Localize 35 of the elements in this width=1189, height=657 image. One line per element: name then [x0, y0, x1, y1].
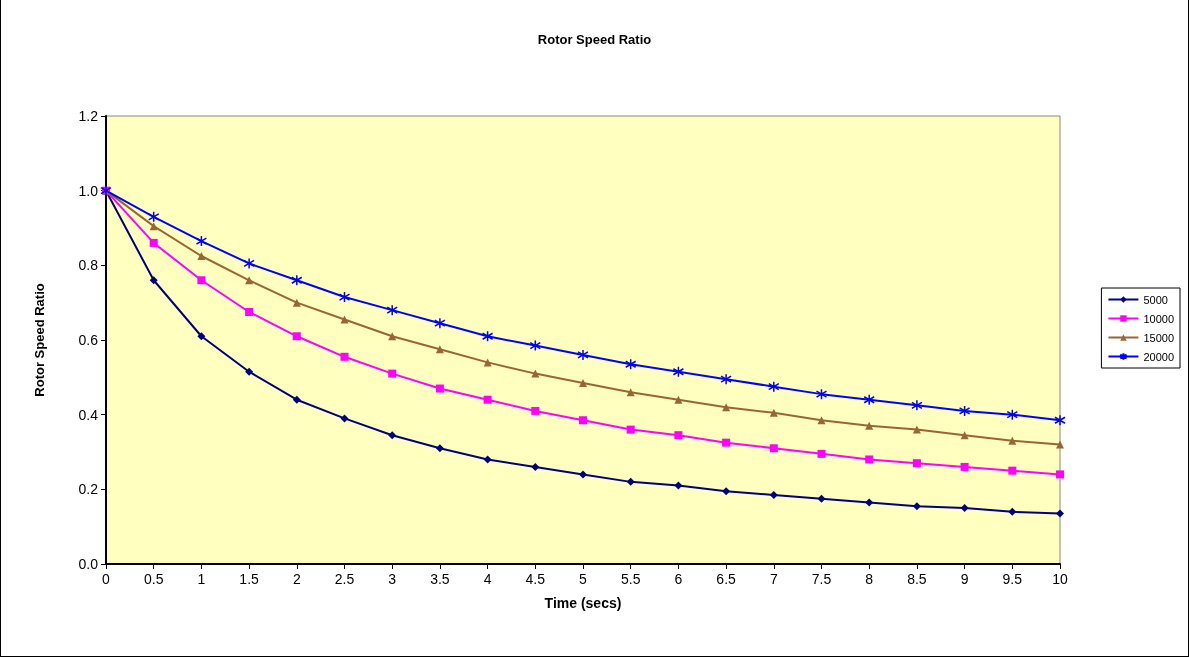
x-tick-label: 7 [769, 571, 778, 587]
y-tick-label: 0.6 [78, 332, 99, 348]
x-tick-label: 1.5 [239, 571, 260, 587]
x-tick-label: 5.5 [620, 571, 641, 587]
x-tick-label: 8.5 [907, 571, 927, 587]
x-tick-label: 4.5 [525, 571, 546, 587]
y-tick-label: 1.2 [78, 108, 99, 124]
x-tick-label: 4 [483, 571, 492, 587]
x-tick-label: 0.5 [143, 571, 164, 587]
x-tick-label: 2 [292, 571, 301, 587]
x-tick-label: 8 [865, 571, 874, 587]
y-tick-label: 0.2 [78, 481, 99, 498]
legend-label: 20000 [1143, 350, 1175, 363]
legend-label: 15000 [1143, 331, 1175, 344]
legend-label: 10000 [1143, 312, 1175, 325]
x-tick-label: 10 [1052, 571, 1068, 587]
x-tick-label: 1 [197, 571, 206, 587]
x-tick-label: 2.5 [334, 571, 355, 587]
x-tick-label: 9 [960, 571, 969, 587]
y-tick-label: 1.0 [78, 182, 99, 199]
y-tick-label: 0.0 [78, 556, 99, 572]
x-tick-label: 0 [102, 571, 111, 587]
x-tick-label: 3 [388, 571, 397, 587]
y-tick-label: 0.8 [78, 257, 99, 274]
y-axis-title: Rotor Speed Ratio [32, 283, 47, 397]
x-axis-title: Time (secs) [544, 595, 622, 611]
chart-title: Rotor Speed Ratio [537, 32, 652, 47]
x-tick-label: 6.5 [716, 571, 737, 587]
y-tick-label: 0.4 [78, 406, 99, 423]
x-tick-label: 5 [579, 571, 588, 587]
x-tick-label: 9.5 [1002, 571, 1023, 587]
x-tick-label: 6 [674, 571, 683, 587]
legend-label: 5000 [1143, 293, 1168, 306]
x-tick-label: 7.5 [811, 571, 832, 587]
x-tick-label: 3.5 [430, 571, 450, 587]
